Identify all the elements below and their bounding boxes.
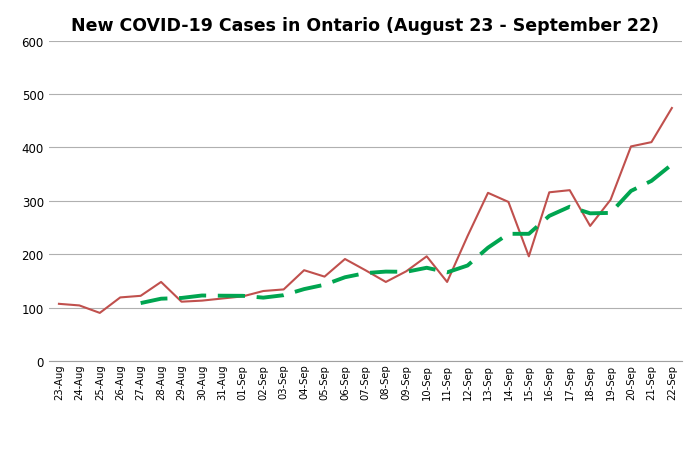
Title: New COVID-19 Cases in Ontario (August 23 - September 22): New COVID-19 Cases in Ontario (August 23… — [72, 17, 659, 35]
